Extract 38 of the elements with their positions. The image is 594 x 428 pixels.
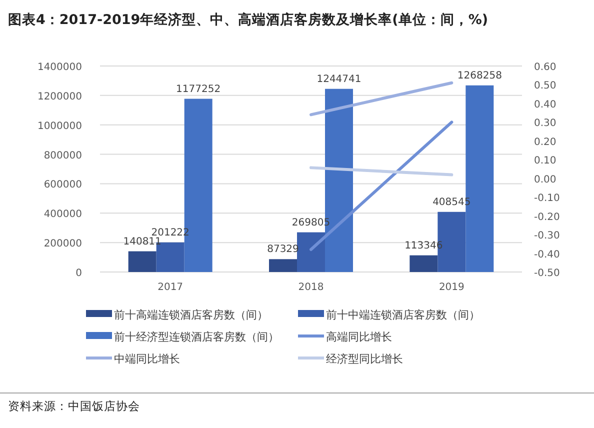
chart-title: 图表4：2017-2019年经济型、中、高端酒店客房数及增长率(单位：间，%) — [8, 11, 488, 28]
data-label: 140811 — [123, 236, 162, 248]
legend-label: 高端同比增长 — [326, 330, 392, 344]
y-tick-label: 1000000 — [37, 120, 82, 132]
y-tick-label: 0 — [76, 268, 82, 279]
y-tick-label: 800000 — [44, 150, 82, 162]
y-tick-label: 400000 — [44, 209, 82, 220]
legend-label: 经济型同比增长 — [326, 352, 403, 366]
y2-tick-label: 0.60 — [534, 62, 556, 73]
y2-tick-label: 0.10 — [534, 156, 556, 167]
y2-tick-label: 0.20 — [534, 136, 556, 148]
y2-tick-label: -0.20 — [534, 212, 560, 223]
bar — [269, 259, 297, 272]
y-tick-label: 1400000 — [37, 62, 82, 73]
bar — [297, 232, 325, 272]
y2-tick-label: 0.50 — [534, 80, 556, 92]
y-tick-label: 600000 — [44, 180, 82, 191]
y2-tick-label: 0.00 — [534, 174, 556, 186]
x-tick-label: 2018 — [298, 282, 324, 293]
bar — [128, 251, 156, 272]
legend-label: 中端同比增长 — [114, 352, 180, 366]
y2-tick-label: -0.50 — [534, 268, 560, 279]
y2-tick-label: -0.30 — [534, 230, 560, 242]
y2-tick-label: 0.40 — [534, 99, 556, 110]
y2-tick-label: 0.30 — [534, 118, 556, 130]
x-tick-label: 2017 — [158, 282, 184, 293]
y2-tick-label: -0.10 — [534, 193, 560, 204]
legend-label: 前十高端连锁酒店客房数（间） — [114, 308, 268, 322]
y2-tick-label: -0.40 — [534, 249, 560, 260]
data-label: 1268258 — [457, 70, 502, 82]
data-label: 1244741 — [316, 74, 362, 85]
bar — [410, 255, 438, 272]
y-tick-label: 200000 — [44, 238, 82, 250]
data-label: 1177252 — [176, 84, 221, 95]
text: 资料来源：中国饭店协会 — [8, 399, 140, 413]
legend-label: 前十中端连锁酒店客房数（间） — [326, 308, 480, 322]
x-tick-label: 2019 — [438, 282, 464, 293]
y-tick-label: 1200000 — [37, 91, 82, 102]
